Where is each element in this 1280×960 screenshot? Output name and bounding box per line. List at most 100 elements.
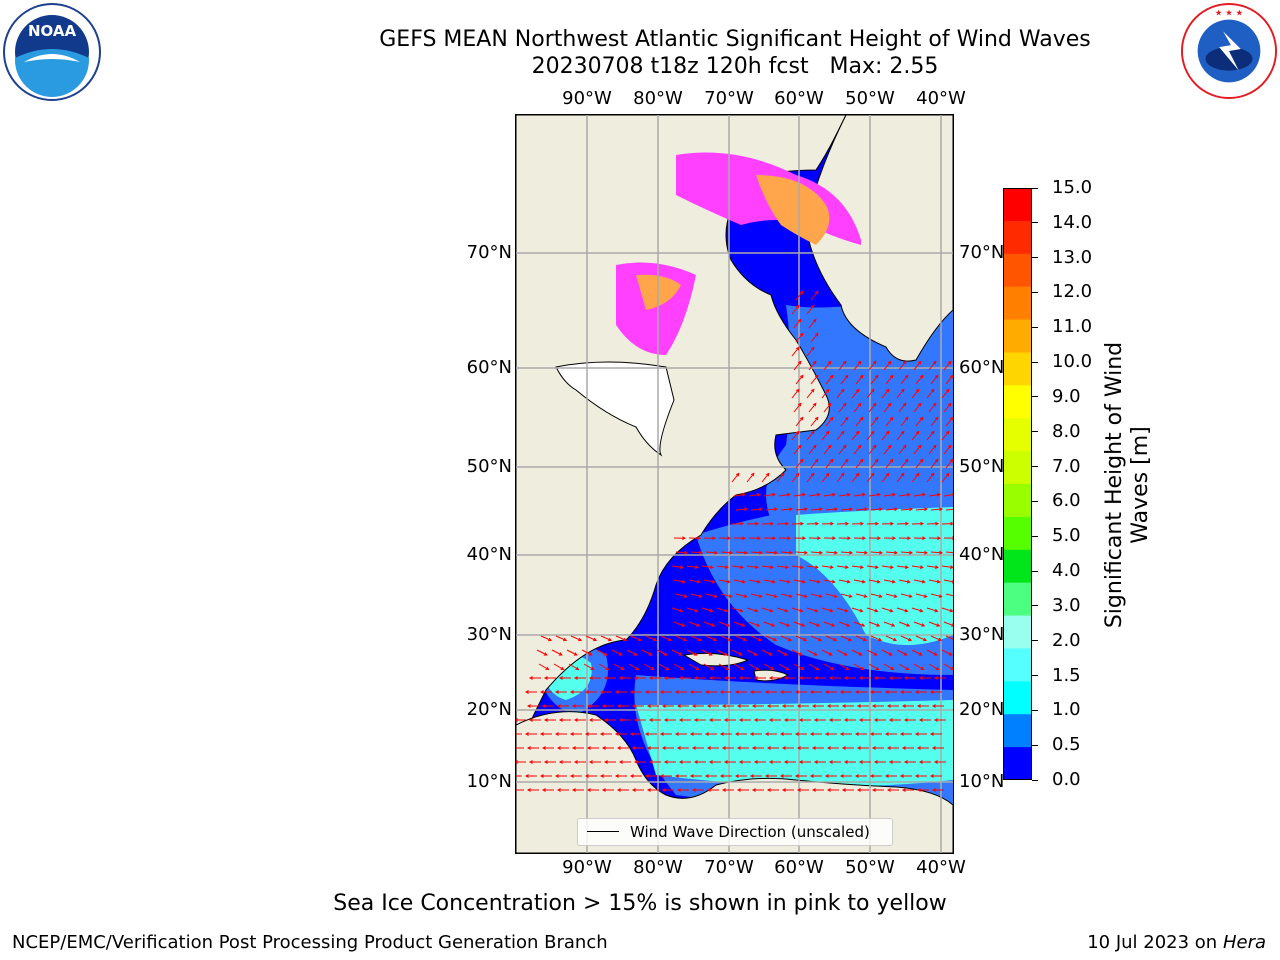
wind-arrow-head xyxy=(779,732,784,736)
colorbar-tick-mark xyxy=(1032,779,1038,781)
wind-arrow xyxy=(690,551,703,554)
wind-arrow-head xyxy=(740,666,745,671)
wind-arrow-head xyxy=(855,388,860,393)
wind-arrow-head xyxy=(859,565,864,569)
wind-arrow-head xyxy=(840,472,845,477)
wind-arrow-head xyxy=(840,430,845,435)
wind-arrow-head xyxy=(578,637,583,642)
wind-arrow xyxy=(810,333,819,343)
wind-arrow-head xyxy=(918,676,923,680)
wind-arrow xyxy=(853,663,864,670)
wind-arrow xyxy=(780,593,792,598)
wind-arrow xyxy=(885,375,894,385)
wind-arrow-head xyxy=(770,666,775,671)
wind-arrow-head xyxy=(796,704,801,708)
wind-arrow-head xyxy=(914,690,919,694)
wind-arrow-head xyxy=(876,623,881,627)
wind-arrow-head xyxy=(815,666,820,671)
wind-arrow xyxy=(868,663,879,670)
wind-arrow-head xyxy=(765,472,770,477)
wind-arrow-head xyxy=(571,704,576,708)
colorbar-tick-label: 1.0 xyxy=(1052,699,1081,721)
wind-arrow xyxy=(731,565,743,568)
wind-arrow-head xyxy=(680,666,685,671)
wind-arrow xyxy=(928,663,939,670)
wind-arrow-head xyxy=(888,652,893,656)
colorbar-tick-label: 2.0 xyxy=(1052,629,1081,651)
wind-arrow xyxy=(823,445,832,455)
wind-arrow-head xyxy=(681,623,686,627)
wind-arrow xyxy=(926,607,938,612)
wind-arrow xyxy=(735,593,747,598)
colorbar-tick-mark xyxy=(1032,675,1038,677)
wind-arrow xyxy=(896,565,908,568)
wind-arrow-head xyxy=(736,704,741,708)
colorbar-tick-mark xyxy=(1032,361,1038,363)
wind-arrow-head xyxy=(936,492,941,497)
wind-arrow-head xyxy=(828,760,833,764)
wind-arrow-head xyxy=(899,732,904,736)
wind-arrow-head xyxy=(919,608,924,613)
wind-arrow-head xyxy=(839,690,844,694)
wind-arrow-head xyxy=(871,704,876,708)
wind-arrow-head xyxy=(893,594,898,598)
wind-arrow-head xyxy=(874,374,879,379)
colorbar-frame xyxy=(1003,188,1032,780)
colorbar xyxy=(1003,188,1032,780)
wind-arrow-head xyxy=(751,788,756,792)
wind-arrow xyxy=(898,361,907,371)
wind-arrow-head xyxy=(888,676,893,680)
wind-arrow-head xyxy=(871,746,876,750)
wind-arrow-head xyxy=(909,550,914,555)
svg-text:★ ★ ★: ★ ★ ★ xyxy=(1215,8,1243,18)
wind-arrow-head xyxy=(789,507,794,512)
wind-arrow xyxy=(943,494,953,497)
wind-arrow-head xyxy=(573,760,578,764)
wind-arrow xyxy=(941,565,953,568)
wind-arrow-head xyxy=(693,652,698,656)
wind-arrow xyxy=(870,375,879,385)
wind-arrow xyxy=(943,621,953,626)
wind-arrow xyxy=(703,621,715,627)
wind-arrow-head xyxy=(834,507,839,512)
wind-arrow-head xyxy=(543,676,548,680)
wind-arrow xyxy=(735,508,748,511)
wind-arrow-head xyxy=(804,507,809,512)
wind-arrow-head xyxy=(860,521,865,526)
wind-arrow-head xyxy=(779,774,784,778)
wind-arrow-head xyxy=(755,666,760,671)
wind-arrow xyxy=(913,445,922,455)
wind-arrow xyxy=(825,551,838,554)
wind-arrow-head xyxy=(691,788,696,792)
lat-label-left: 30°N xyxy=(466,624,512,645)
wind-arrow-head xyxy=(816,579,821,584)
wind-arrow xyxy=(795,551,808,554)
wind-arrow xyxy=(836,607,848,612)
wind-arrow xyxy=(810,417,819,427)
wind-arrow-head xyxy=(859,608,864,613)
wind-arrow xyxy=(896,431,905,441)
lat-label-left: 60°N xyxy=(466,357,512,378)
wind-arrow-head xyxy=(678,718,683,722)
wind-arrow-head xyxy=(750,472,755,477)
wind-arrow-head xyxy=(879,507,884,512)
wind-arrow-head xyxy=(676,746,681,750)
wind-arrow xyxy=(915,635,927,641)
wind-arrow-head xyxy=(811,704,816,708)
wind-arrow-head xyxy=(809,732,814,736)
wind-arrow-head xyxy=(575,666,580,671)
wind-arrow xyxy=(808,361,817,371)
wind-arrow-head xyxy=(743,594,748,598)
wind-arrow xyxy=(806,473,815,483)
wind-arrow-head xyxy=(744,550,749,555)
wind-arrow xyxy=(566,649,578,656)
wind-arrow xyxy=(761,649,773,656)
wind-arrow-head xyxy=(827,402,832,407)
gridlines xyxy=(516,115,953,853)
wind-arrow xyxy=(733,663,744,670)
wind-arrow-head xyxy=(682,536,687,541)
wind-arrow xyxy=(791,649,803,656)
wind-arrow xyxy=(551,649,563,656)
wind-arrow xyxy=(945,508,953,511)
wind-arrow-head xyxy=(924,550,929,555)
